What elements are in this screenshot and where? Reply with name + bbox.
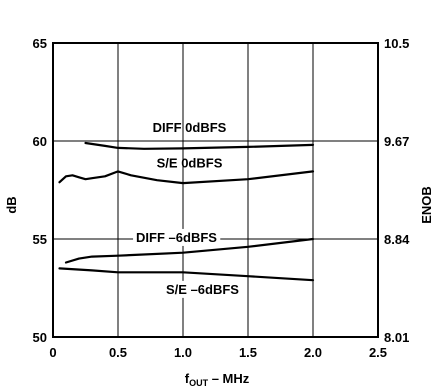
y-axis-ticks: 50 55 60 65 bbox=[33, 36, 47, 345]
x-tick-label: 0 bbox=[49, 345, 56, 360]
y-tick-label: 50 bbox=[33, 330, 47, 345]
x-tick-label: 0.5 bbox=[109, 345, 127, 360]
x-tick-label: 2.0 bbox=[304, 345, 322, 360]
series-label: S/E 0dBFS bbox=[157, 155, 223, 170]
series-line bbox=[58, 267, 315, 282]
x-axis-label: fOUT – MHz bbox=[185, 371, 250, 386]
plot-frame bbox=[52, 42, 379, 338]
y2-axis-label: ENOB bbox=[419, 186, 434, 224]
series-line bbox=[58, 170, 315, 185]
x-tick-label: 1.0 bbox=[174, 345, 192, 360]
y2-tick-label: 9.67 bbox=[384, 134, 409, 149]
series-label-background bbox=[133, 228, 221, 246]
series-labels: DIFF 0dBFS S/E 0dBFS DIFF –6dBFS S/E –6dBFS bbox=[133, 120, 243, 298]
y-tick-label: 60 bbox=[33, 134, 47, 149]
x-tick-label: 2.5 bbox=[369, 345, 387, 360]
y-axis-label: dB bbox=[4, 196, 19, 213]
series-label: S/E –6dBFS bbox=[166, 282, 239, 297]
series-lines bbox=[58, 141, 315, 282]
y-tick-label: 65 bbox=[33, 36, 47, 51]
y2-tick-label: 8.01 bbox=[384, 330, 409, 345]
x-axis-ticks: 0 0.5 1.0 1.5 2.0 2.5 bbox=[49, 345, 387, 360]
series-line bbox=[84, 141, 315, 150]
y2-tick-label: 8.84 bbox=[384, 232, 410, 247]
series-label: DIFF 0dBFS bbox=[153, 120, 227, 135]
y2-tick-label: 10.5 bbox=[384, 36, 409, 51]
series-line bbox=[64, 237, 315, 264]
y-tick-label: 55 bbox=[33, 232, 47, 247]
y2-axis-ticks: 8.01 8.84 9.67 10.5 bbox=[384, 36, 410, 345]
x-tick-label: 1.5 bbox=[239, 345, 257, 360]
series-label: DIFF –6dBFS bbox=[136, 230, 217, 245]
series-label-background bbox=[163, 280, 243, 298]
